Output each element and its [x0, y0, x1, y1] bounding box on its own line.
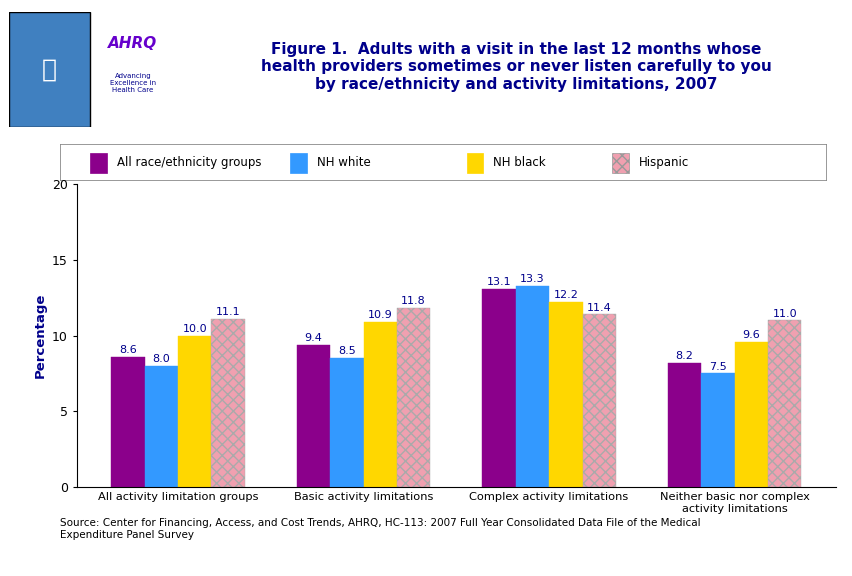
Text: NH black: NH black — [492, 156, 545, 169]
Bar — [667, 363, 700, 487]
Bar — [700, 373, 734, 487]
Text: Advancing
Excellence in
Health Care: Advancing Excellence in Health Care — [110, 73, 156, 93]
Y-axis label: Percentage: Percentage — [33, 293, 46, 378]
Text: 8.6: 8.6 — [119, 345, 136, 355]
Text: 9.6: 9.6 — [741, 329, 759, 340]
Bar — [111, 357, 145, 487]
Bar — [363, 322, 396, 487]
Text: 🦅: 🦅 — [42, 57, 57, 81]
Text: AHRQ: AHRQ — [108, 36, 158, 51]
Bar — [466, 153, 483, 173]
Bar — [330, 358, 363, 487]
Text: 13.1: 13.1 — [486, 277, 510, 287]
Text: 10.9: 10.9 — [367, 310, 392, 320]
Bar — [549, 302, 582, 487]
Bar — [90, 153, 107, 173]
Text: NH white: NH white — [317, 156, 371, 169]
Bar — [582, 314, 615, 487]
Text: 7.5: 7.5 — [708, 362, 726, 372]
Text: Figure 1.  Adults with a visit in the last 12 months whose
health providers some: Figure 1. Adults with a visit in the las… — [261, 42, 770, 92]
Bar — [481, 289, 515, 487]
Text: 13.3: 13.3 — [520, 274, 544, 284]
FancyBboxPatch shape — [60, 144, 826, 181]
Text: 11.8: 11.8 — [400, 297, 425, 306]
Text: 8.0: 8.0 — [153, 354, 170, 364]
FancyBboxPatch shape — [9, 12, 90, 127]
Bar — [396, 308, 430, 487]
Bar — [612, 153, 629, 173]
Text: 12.2: 12.2 — [553, 290, 578, 301]
Text: 11.4: 11.4 — [586, 302, 611, 313]
Bar — [767, 320, 801, 487]
Text: Source: Center for Financing, Access, and Cost Trends, AHRQ, HC-113: 2007 Full Y: Source: Center for Financing, Access, an… — [60, 518, 699, 540]
Text: 10.0: 10.0 — [182, 324, 207, 334]
Bar — [178, 335, 211, 487]
Text: 8.5: 8.5 — [337, 346, 355, 357]
Text: 11.1: 11.1 — [216, 307, 240, 317]
Text: 9.4: 9.4 — [304, 333, 322, 343]
Bar — [296, 344, 330, 487]
Bar — [515, 286, 549, 487]
Text: 8.2: 8.2 — [675, 351, 693, 361]
Bar — [290, 153, 307, 173]
Text: Hispanic: Hispanic — [639, 156, 688, 169]
Bar — [734, 342, 767, 487]
Bar — [145, 366, 178, 487]
Bar — [211, 319, 245, 487]
Text: All race/ethnicity groups: All race/ethnicity groups — [118, 156, 262, 169]
Text: 11.0: 11.0 — [772, 309, 796, 319]
